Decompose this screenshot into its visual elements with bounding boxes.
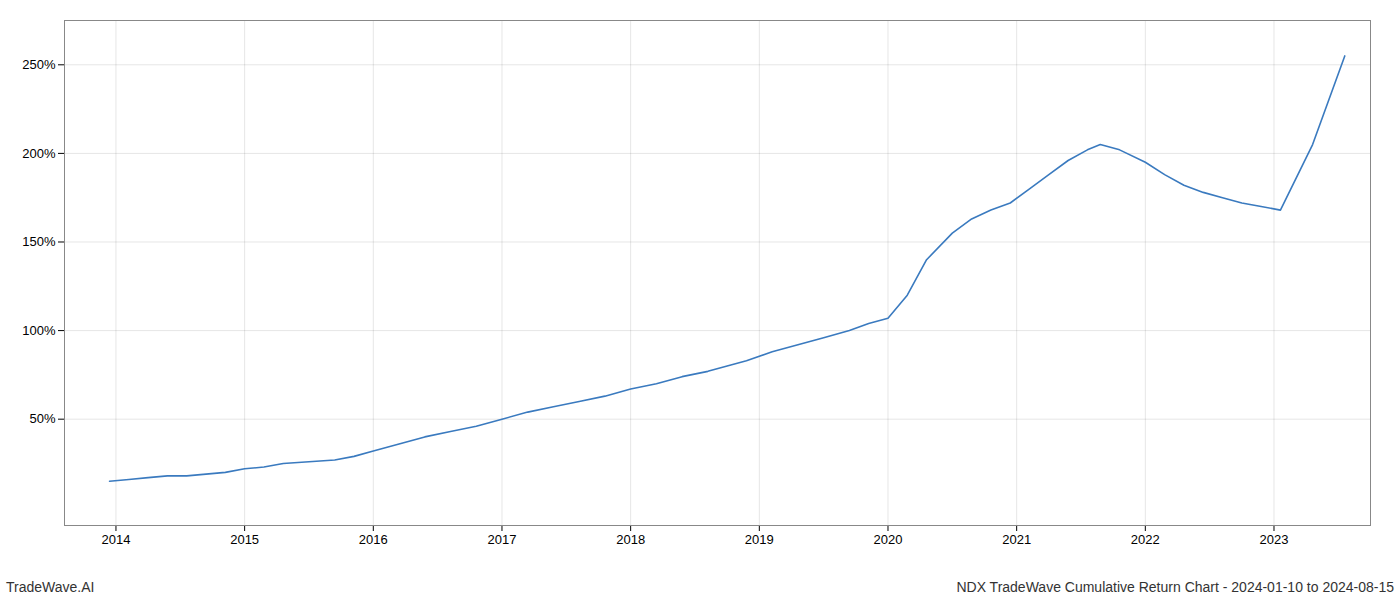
- svg-text:100%: 100%: [22, 323, 56, 338]
- svg-text:2017: 2017: [488, 532, 517, 547]
- svg-text:2021: 2021: [1002, 532, 1031, 547]
- svg-text:2016: 2016: [359, 532, 388, 547]
- html-text:NDX TradeWave Cumulative Retur: NDX TradeWave Cumulative Return Chart - …: [956, 579, 1394, 595]
- svg-text:2015: 2015: [230, 532, 259, 547]
- svg-text:250%: 250%: [22, 57, 56, 72]
- svg-text:2023: 2023: [1260, 532, 1289, 547]
- svg-text:2019: 2019: [745, 532, 774, 547]
- svg-text:150%: 150%: [22, 234, 56, 249]
- svg-text:2018: 2018: [616, 532, 645, 547]
- svg-text:2014: 2014: [102, 532, 131, 547]
- svg-text:50%: 50%: [29, 411, 55, 426]
- svg-text:2022: 2022: [1131, 532, 1160, 547]
- svg-text:200%: 200%: [22, 146, 56, 161]
- svg-text:2020: 2020: [874, 532, 903, 547]
- html-text:TradeWave.AI: TradeWave.AI: [6, 579, 95, 595]
